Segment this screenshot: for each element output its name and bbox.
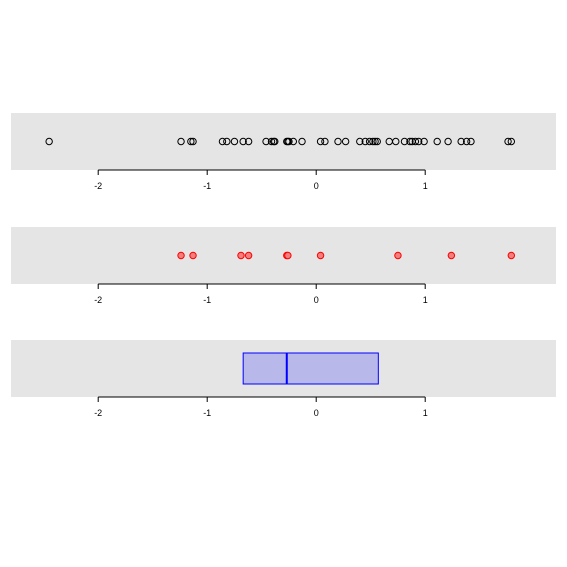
data-point xyxy=(189,137,197,146)
data-point xyxy=(298,137,306,146)
data-point xyxy=(223,137,231,146)
x-tick-label: 1 xyxy=(423,408,428,418)
data-point xyxy=(45,137,53,146)
data-point xyxy=(411,137,420,146)
data-point xyxy=(341,137,350,146)
data-point xyxy=(462,137,471,146)
data-point xyxy=(400,137,409,146)
x-tick-label: -1 xyxy=(203,181,211,191)
x-tick-label: 0 xyxy=(314,408,319,418)
data-point xyxy=(420,137,428,146)
data-point xyxy=(267,137,276,146)
box xyxy=(242,352,379,385)
x-tick-label: 1 xyxy=(423,295,428,305)
panel-3: -2 -1 0 1 xyxy=(11,340,556,418)
x-tick-label: 0 xyxy=(314,181,319,191)
data-point xyxy=(244,251,253,260)
data-point xyxy=(356,137,364,146)
data-point xyxy=(316,137,325,146)
data-point xyxy=(271,137,279,146)
data-point xyxy=(433,137,441,146)
data-point xyxy=(444,137,452,146)
x-tick-label: -2 xyxy=(94,295,102,305)
data-point xyxy=(467,137,475,146)
data-point xyxy=(177,137,185,146)
data-point xyxy=(394,251,402,260)
data-point xyxy=(361,137,369,146)
data-point xyxy=(237,251,245,260)
data-point xyxy=(504,137,512,146)
data-point xyxy=(321,137,329,146)
data-point xyxy=(373,137,381,146)
data-point xyxy=(177,251,185,260)
x-tick-label: -1 xyxy=(203,408,211,418)
x-tick-label: 1 xyxy=(423,181,428,191)
data-point xyxy=(289,137,298,146)
data-point xyxy=(507,137,516,146)
x-tick-label: 0 xyxy=(314,295,319,305)
data-point xyxy=(187,137,195,146)
data-point xyxy=(244,137,253,146)
data-point xyxy=(371,137,379,146)
data-point xyxy=(218,137,227,146)
data-point xyxy=(365,137,374,146)
data-point xyxy=(285,137,293,146)
data-point xyxy=(447,251,456,260)
x-tick-label: -2 xyxy=(94,408,102,418)
data-point xyxy=(414,137,423,146)
data-point xyxy=(392,137,400,146)
data-point xyxy=(406,137,414,146)
data-point xyxy=(262,137,270,146)
panel-2: -2 -1 0 1 xyxy=(11,227,556,305)
data-point xyxy=(239,137,247,146)
panels: -2 -1 0 1 -2 -1 0 1 -2 -1 0 1 xyxy=(11,113,556,418)
data-point xyxy=(334,137,342,146)
data-point xyxy=(369,137,377,146)
data-point xyxy=(507,251,516,260)
data-point xyxy=(284,251,292,260)
x-tick-label: -1 xyxy=(203,295,211,305)
data-point xyxy=(189,251,197,260)
data-point xyxy=(457,137,465,146)
panel-1: -2 -1 0 1 xyxy=(11,113,556,191)
data-point xyxy=(230,137,239,146)
data-point xyxy=(316,251,325,260)
x-tick-label: -2 xyxy=(94,181,102,191)
